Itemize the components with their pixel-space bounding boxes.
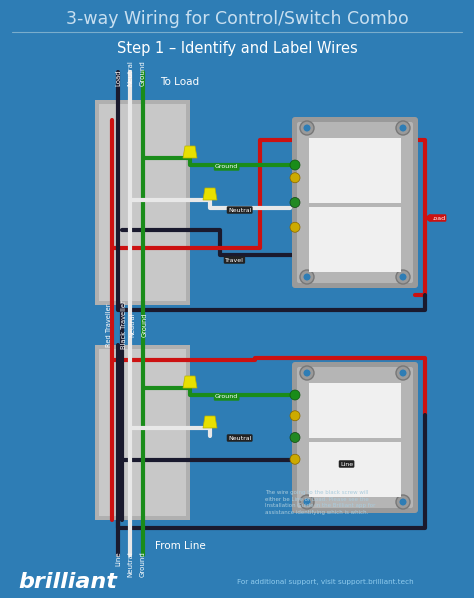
- FancyBboxPatch shape: [297, 122, 413, 283]
- Text: Travel: Travel: [225, 258, 244, 263]
- Text: Black Traveller: Black Traveller: [121, 301, 127, 349]
- Circle shape: [300, 366, 314, 380]
- Circle shape: [290, 222, 300, 232]
- Circle shape: [427, 215, 434, 221]
- Text: Ground: Ground: [142, 313, 148, 337]
- Text: Neutral: Neutral: [127, 60, 133, 86]
- Circle shape: [396, 270, 410, 284]
- Circle shape: [303, 273, 310, 280]
- Circle shape: [300, 495, 314, 509]
- FancyBboxPatch shape: [292, 117, 418, 288]
- Circle shape: [400, 124, 407, 132]
- Text: Neutral: Neutral: [127, 551, 133, 577]
- Circle shape: [303, 124, 310, 132]
- Text: Neutral: Neutral: [228, 208, 251, 212]
- Circle shape: [290, 390, 300, 400]
- Circle shape: [396, 121, 410, 135]
- Circle shape: [290, 432, 300, 443]
- Circle shape: [400, 370, 407, 377]
- Bar: [309, 383, 401, 438]
- Bar: [309, 442, 401, 498]
- Circle shape: [400, 273, 407, 280]
- Text: Neutral: Neutral: [129, 313, 135, 337]
- Circle shape: [396, 366, 410, 380]
- Text: Load: Load: [115, 69, 121, 86]
- Circle shape: [290, 454, 300, 464]
- Circle shape: [300, 270, 314, 284]
- Text: For additional support, visit support.brilliant.tech: For additional support, visit support.br…: [237, 579, 414, 585]
- Text: Neutral: Neutral: [228, 435, 251, 441]
- Bar: [95, 100, 190, 305]
- Circle shape: [303, 499, 310, 505]
- Text: From Line: From Line: [155, 541, 205, 551]
- Text: Ground: Ground: [140, 60, 146, 86]
- Bar: [99, 349, 186, 516]
- Circle shape: [290, 173, 300, 183]
- Circle shape: [290, 411, 300, 421]
- Text: To Load: To Load: [160, 77, 200, 87]
- Text: Ground: Ground: [215, 164, 238, 169]
- Bar: [95, 345, 190, 520]
- Text: 3-way Wiring for Control/Switch Combo: 3-way Wiring for Control/Switch Combo: [65, 10, 409, 28]
- Bar: [99, 104, 186, 301]
- Circle shape: [396, 495, 410, 509]
- Text: The wire going to the black screw will
either be Line or Load. Please see the
In: The wire going to the black screw will e…: [265, 490, 375, 515]
- Circle shape: [290, 197, 300, 208]
- Bar: [309, 138, 401, 203]
- FancyBboxPatch shape: [292, 362, 418, 513]
- Polygon shape: [183, 146, 197, 158]
- Circle shape: [400, 499, 407, 505]
- Polygon shape: [203, 416, 217, 428]
- Text: Line: Line: [340, 462, 353, 466]
- Text: brilliant: brilliant: [18, 572, 117, 592]
- Circle shape: [290, 160, 300, 170]
- Text: Step 1 – Identify and Label Wires: Step 1 – Identify and Label Wires: [117, 41, 357, 56]
- FancyBboxPatch shape: [297, 367, 413, 508]
- Circle shape: [303, 370, 310, 377]
- Text: Ground: Ground: [215, 395, 238, 399]
- Text: Load: Load: [430, 215, 445, 221]
- Circle shape: [300, 121, 314, 135]
- Bar: [309, 207, 401, 271]
- Polygon shape: [183, 376, 197, 388]
- Polygon shape: [203, 188, 217, 200]
- Text: Line: Line: [115, 551, 121, 566]
- Text: Red Traveller: Red Traveller: [106, 303, 112, 347]
- Text: Ground: Ground: [140, 551, 146, 576]
